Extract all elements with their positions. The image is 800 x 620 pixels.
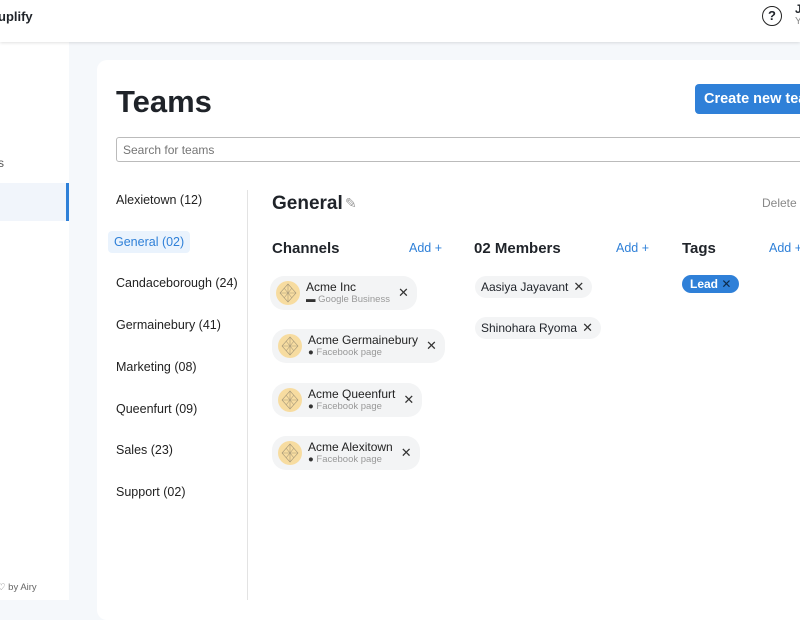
tags-heading: Tags: [682, 240, 716, 257]
pencil-icon[interactable]: ✎: [345, 195, 357, 211]
remove-channel-icon[interactable]: ✕: [397, 285, 409, 300]
remove-channel-icon[interactable]: ✕: [426, 338, 437, 353]
channel-source: Facebook page: [316, 401, 382, 412]
add-tag-button[interactable]: Add +: [769, 241, 800, 255]
member-chip: Shinohara Ryoma ✕: [475, 317, 601, 339]
channel-avatar: [278, 441, 302, 465]
team-item[interactable]: Support (02): [116, 485, 186, 499]
channel-source: Facebook page: [316, 347, 382, 358]
team-item[interactable]: Marketing (08): [116, 360, 197, 374]
sidebar-item[interactable]: rs: [0, 156, 4, 170]
team-item-active[interactable]: General (02): [108, 231, 191, 253]
channel-source: Google Business: [318, 294, 390, 305]
member-name: Aasiya Jayavant: [481, 280, 569, 294]
channel-chip: Acme Germainebury ● Facebook page ✕: [272, 329, 445, 363]
team-item[interactable]: Germainebury (41): [116, 318, 221, 332]
member-name: Shinohara Ryoma: [481, 321, 578, 335]
remove-member-icon[interactable]: ✕: [582, 320, 593, 335]
sidebar: s s rs ♡ by Airy: [0, 42, 69, 600]
facebook-icon: ●: [308, 347, 314, 358]
top-header: uplify ? J Y: [0, 0, 800, 42]
tag-name: Lead: [690, 277, 719, 291]
app-logo-text: uplify: [0, 9, 33, 24]
page-title: Teams: [116, 84, 212, 119]
channel-chip: Acme Queenfurt ● Facebook page ✕: [272, 383, 423, 417]
sidebar-item[interactable]: s: [0, 67, 69, 105]
remove-member-icon[interactable]: ✕: [573, 279, 585, 294]
heart-icon: ♡: [0, 582, 6, 593]
delete-team-button[interactable]: Delete team: [762, 196, 800, 210]
help-icon[interactable]: ?: [762, 6, 782, 26]
sidebar-item[interactable]: s: [0, 106, 69, 144]
user-name[interactable]: J: [795, 2, 800, 16]
footer-text: by Airy: [8, 582, 37, 593]
channel-name: Acme Queenfurt: [308, 387, 396, 401]
members-heading: 02 Members: [474, 240, 561, 257]
channel-name: Acme Germainebury: [308, 333, 419, 347]
user-subtitle: Y: [795, 16, 800, 27]
team-item[interactable]: Candaceborough (24): [116, 276, 238, 290]
divider: [247, 190, 248, 600]
remove-tag-icon[interactable]: ✕: [721, 277, 732, 291]
search-input[interactable]: [116, 137, 800, 162]
sidebar-item-teams[interactable]: [0, 183, 69, 221]
chat-icon: ▬: [306, 294, 316, 305]
channel-chip: Acme Alexitown ● Facebook page ✕: [272, 436, 420, 470]
add-member-button[interactable]: Add +: [616, 241, 650, 255]
channel-avatar: [276, 281, 300, 305]
channel-chip: Acme Inc ▬ Google Business ✕: [270, 276, 417, 310]
remove-channel-icon[interactable]: ✕: [400, 445, 412, 460]
add-channel-button[interactable]: Add +: [409, 241, 443, 255]
team-title: General: [272, 193, 343, 214]
facebook-icon: ●: [308, 454, 314, 465]
channel-avatar: [278, 388, 302, 412]
channel-name: Acme Inc: [306, 280, 357, 294]
facebook-icon: ●: [308, 401, 314, 412]
channel-avatar: [278, 334, 302, 358]
team-item[interactable]: Queenfurt (09): [116, 402, 198, 416]
tag-chip: Lead ✕: [682, 275, 740, 293]
team-item[interactable]: Alexietown (12): [116, 193, 203, 207]
channel-source: Facebook page: [316, 454, 382, 465]
remove-channel-icon[interactable]: ✕: [403, 392, 415, 407]
team-item[interactable]: Sales (23): [116, 443, 173, 457]
member-chip: Aasiya Jayavant ✕: [475, 276, 593, 298]
create-team-button[interactable]: Create new team: [695, 84, 800, 114]
channel-name: Acme Alexitown: [308, 440, 393, 454]
sidebar-footer: ♡ by Airy: [0, 582, 37, 593]
channels-heading: Channels: [272, 240, 340, 257]
